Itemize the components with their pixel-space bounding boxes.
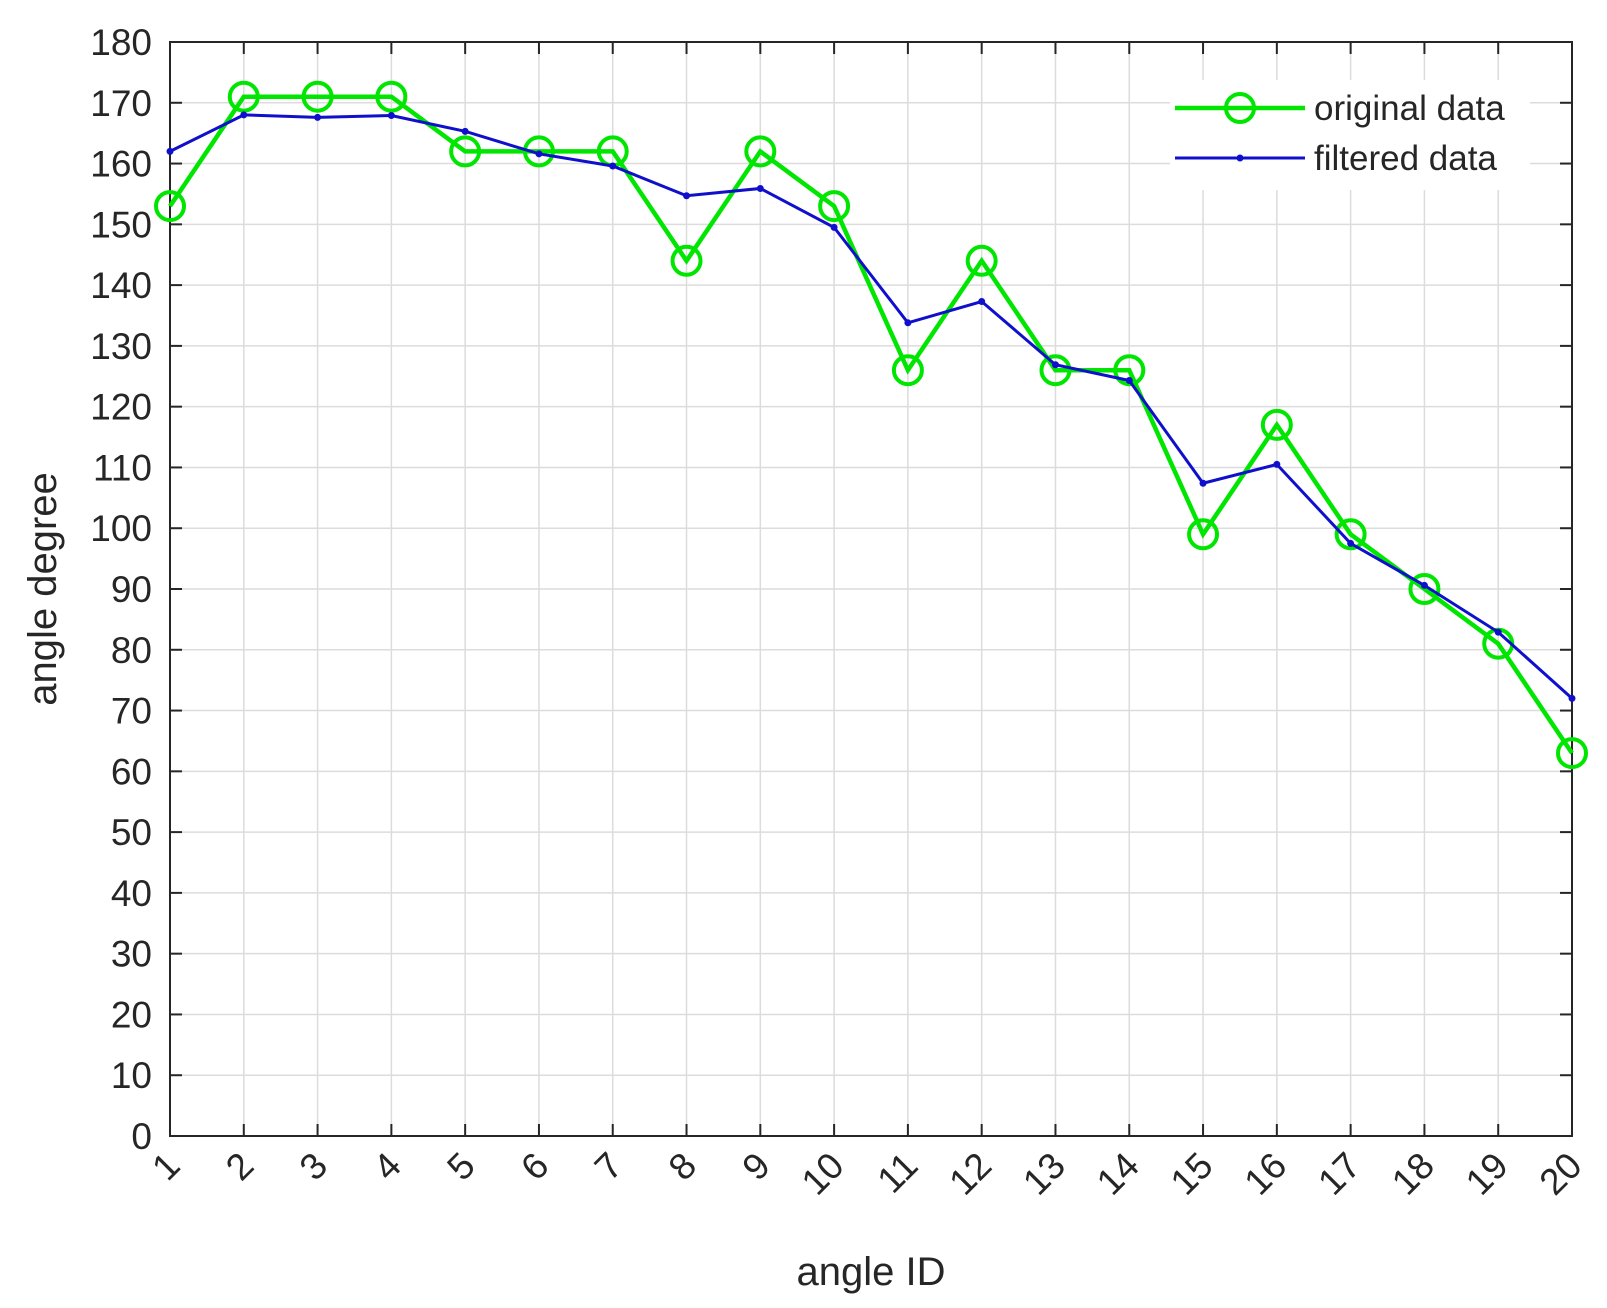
x-tick-label: 16 [1236, 1145, 1294, 1203]
x-axis-title: angle ID [797, 1250, 946, 1294]
y-tick-label: 0 [131, 1116, 152, 1157]
data-point [1347, 539, 1355, 547]
x-tick-label: 5 [439, 1145, 483, 1189]
data-point [1260, 408, 1293, 441]
data-point [461, 127, 469, 135]
data-point [1494, 628, 1502, 636]
series-filtered-data [166, 111, 1576, 702]
data-point [1568, 694, 1576, 702]
data-point [830, 223, 838, 231]
x-tick-label: 17 [1310, 1145, 1368, 1203]
data-point [240, 111, 248, 119]
x-tick-label: 12 [941, 1145, 999, 1203]
x-tick-label: 3 [292, 1145, 336, 1189]
y-tick-label: 130 [90, 326, 152, 367]
y-tick-label: 110 [93, 447, 152, 488]
axis-ticks: 0 10 20 30 40 50 60 70 80 90 100 110 120 130 140 150 160… [90, 22, 1589, 1203]
y-tick-label: 170 [90, 83, 152, 124]
legend-label-original-data: original data [1314, 89, 1505, 128]
x-tick-label: 13 [1015, 1145, 1073, 1203]
data-point [978, 298, 986, 306]
data-point [1039, 354, 1072, 387]
data-point [1125, 377, 1133, 385]
data-point [1334, 518, 1367, 551]
x-tick-label: 7 [587, 1145, 631, 1189]
y-tick-label: 140 [90, 265, 152, 306]
series-original-data [154, 80, 1588, 770]
y-tick-label: 120 [90, 387, 152, 428]
y-tick-label: 50 [111, 812, 152, 853]
data-point [535, 150, 543, 158]
data-point [1420, 581, 1428, 589]
data-point [166, 147, 174, 155]
data-point [904, 319, 912, 327]
data-point [387, 112, 395, 120]
x-tick-label: 11 [869, 1145, 925, 1201]
y-tick-label: 90 [111, 569, 152, 610]
data-point [1113, 354, 1146, 387]
data-point [1273, 460, 1281, 468]
grid [170, 42, 1572, 1136]
data-point [314, 113, 322, 121]
y-tick-label: 20 [111, 994, 152, 1035]
y-tick-label: 10 [111, 1055, 152, 1096]
y-tick-label: 180 [90, 22, 152, 63]
data-point [670, 244, 703, 277]
x-tick-label: 6 [513, 1145, 557, 1189]
y-tick-label: 80 [111, 630, 152, 671]
x-tick-label: 14 [1089, 1145, 1147, 1203]
data-point [891, 354, 924, 387]
data-point [1051, 361, 1059, 369]
data-point [965, 244, 998, 277]
y-tick-label: 70 [111, 691, 152, 732]
x-tick-label: 15 [1163, 1145, 1221, 1203]
legend: original data filtered data [1170, 80, 1530, 190]
x-tick-label: 10 [794, 1145, 852, 1203]
data-point [1556, 737, 1588, 770]
x-tick-label: 2 [218, 1145, 262, 1189]
data-point [1408, 573, 1441, 605]
y-tick-label: 160 [90, 144, 152, 185]
x-tick-label: 20 [1532, 1145, 1590, 1203]
data-point [301, 80, 334, 113]
data-point [744, 135, 777, 168]
legend-marker-original-data [1224, 92, 1256, 124]
data-point [449, 135, 482, 168]
y-tick-label: 40 [111, 873, 152, 914]
data-point [154, 190, 186, 223]
data-point [756, 184, 764, 192]
legend-label-filtered-data: filtered data [1314, 139, 1497, 178]
data-point [818, 190, 851, 223]
data-point [227, 80, 260, 113]
y-tick-label: 60 [111, 751, 152, 792]
y-tick-label: 150 [90, 204, 152, 245]
data-point [1187, 518, 1220, 551]
x-tick-label: 8 [661, 1145, 705, 1189]
data-point [609, 162, 617, 170]
x-tick-label: 9 [734, 1145, 778, 1189]
series-line [169, 113, 1574, 700]
x-tick-label: 18 [1384, 1145, 1442, 1203]
legend-marker-filtered-data [1236, 154, 1244, 162]
data-point [522, 135, 555, 168]
y-tick-label: 100 [90, 508, 152, 549]
series-line [168, 94, 1574, 755]
data-point [1199, 479, 1207, 487]
series-layer [154, 80, 1588, 770]
y-axis-title: angle degree [21, 472, 65, 706]
x-tick-label: 19 [1458, 1145, 1516, 1203]
y-tick-label: 30 [111, 934, 152, 975]
x-tick-label: 4 [365, 1145, 409, 1189]
data-point [683, 192, 691, 200]
data-point [375, 80, 408, 113]
